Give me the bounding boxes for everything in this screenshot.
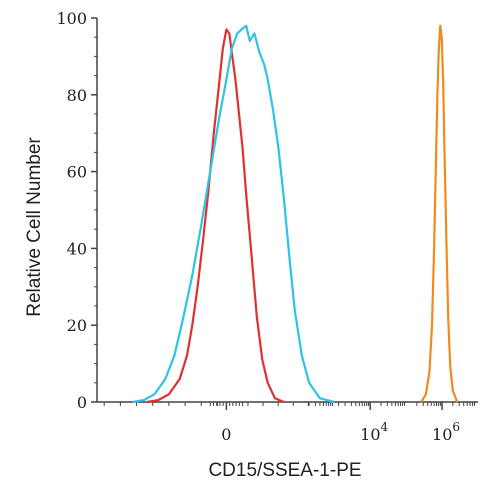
x-axis: 0 104 106 <box>103 402 476 444</box>
plot-frame <box>96 18 478 403</box>
y-tick-label: 80 <box>67 86 87 105</box>
y-tick-label: 100 <box>56 9 87 28</box>
y-tick-label: 20 <box>67 316 87 335</box>
y-tick-label: 0 <box>77 393 87 412</box>
x-tick-label: 0 <box>221 425 231 444</box>
y-tick-label: 60 <box>67 163 87 182</box>
series-layer <box>132 24 459 404</box>
series-line-2 <box>132 24 335 404</box>
x-axis-title: CD15/SSEA-1-PE <box>208 460 361 481</box>
y-tick-label: 40 <box>67 239 87 258</box>
series-line-3 <box>420 24 459 403</box>
y-axis-title: Relative Cell Number <box>24 137 45 317</box>
series-line-1 <box>147 28 285 404</box>
x-tick-label: 104 <box>360 420 388 444</box>
x-tick-label: 106 <box>432 420 460 444</box>
y-axis: 0 20 40 60 80 100 <box>56 9 97 412</box>
